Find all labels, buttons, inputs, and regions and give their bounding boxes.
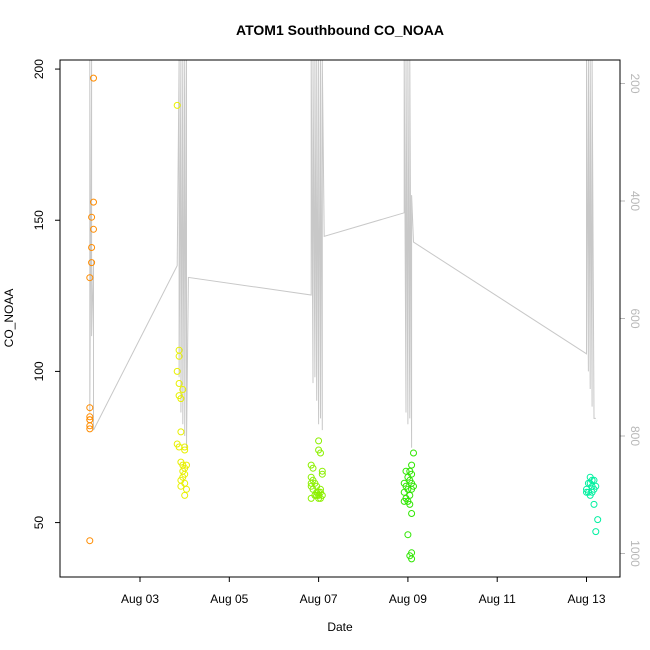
x-tick-label: Aug 09 xyxy=(389,592,427,606)
data-point xyxy=(181,446,189,454)
data-point xyxy=(179,386,187,393)
data-point xyxy=(590,500,598,508)
data-point xyxy=(177,395,185,403)
data-point xyxy=(408,555,416,563)
data-point xyxy=(315,494,323,502)
data-point xyxy=(307,494,315,502)
x-tick-label: Aug 13 xyxy=(567,592,605,606)
y-tick-label: 150 xyxy=(32,210,46,230)
data-point xyxy=(86,413,94,421)
plot-frame xyxy=(59,59,621,578)
data-point xyxy=(183,485,190,493)
data-point xyxy=(86,404,94,412)
data-point xyxy=(88,244,96,251)
x-tick-label: Aug 03 xyxy=(121,592,159,606)
data-point xyxy=(402,467,410,475)
data-point xyxy=(400,497,408,505)
data-point xyxy=(400,488,408,496)
data-point xyxy=(317,494,324,502)
data-point xyxy=(86,537,94,545)
data-point xyxy=(86,274,94,282)
scatter-points-layer xyxy=(86,74,602,563)
data-point xyxy=(181,491,189,499)
y-tick-label: 50 xyxy=(32,516,46,530)
data-point xyxy=(309,464,317,472)
y-tick-label: 200 xyxy=(32,59,46,79)
data-point xyxy=(408,510,416,517)
data-point xyxy=(173,101,181,109)
data-point xyxy=(406,500,414,508)
data-point xyxy=(86,422,94,430)
data-point xyxy=(318,467,326,475)
y2-tick-label: 200 xyxy=(628,73,642,93)
data-point xyxy=(86,425,94,433)
data-point xyxy=(177,428,185,436)
data-point xyxy=(175,352,183,360)
secondary-series-line xyxy=(89,59,596,448)
y-tick-label: 100 xyxy=(32,361,46,381)
data-point xyxy=(88,213,96,221)
data-point xyxy=(592,528,600,536)
data-point xyxy=(173,367,181,375)
x-tick-label: Aug 07 xyxy=(300,592,338,606)
data-point xyxy=(177,482,185,490)
data-point xyxy=(404,531,412,539)
data-point xyxy=(408,461,416,469)
data-point xyxy=(88,259,96,267)
data-point xyxy=(90,74,97,82)
axes-layer: 50 100 150 200 Aug 03 Aug 05 Aug 07 Aug 09 Aug 1… xyxy=(32,59,642,606)
x-tick-label: Aug 05 xyxy=(210,592,248,606)
data-point xyxy=(175,380,183,387)
data-point xyxy=(315,437,323,445)
y-axis-label: CO_NOAA xyxy=(2,289,16,348)
x-tick-label: Aug 11 xyxy=(479,592,516,606)
data-point xyxy=(410,449,417,457)
data-point xyxy=(90,198,97,206)
secondary-line-layer xyxy=(89,59,596,448)
data-point xyxy=(181,443,189,451)
y2-tick-label: 1000 xyxy=(628,540,642,567)
data-point xyxy=(90,225,97,233)
y2-tick-label: 600 xyxy=(628,308,642,328)
y2-tick-label: 400 xyxy=(628,191,642,211)
x-axis-label: Date xyxy=(327,620,353,634)
data-point xyxy=(318,470,326,478)
data-point xyxy=(594,516,602,524)
data-point xyxy=(317,449,324,457)
chart-title: ATOM1 Southbound CO_NOAA xyxy=(236,22,444,38)
data-point xyxy=(586,491,594,499)
data-point xyxy=(408,485,416,493)
y2-tick-label: 800 xyxy=(628,426,642,446)
